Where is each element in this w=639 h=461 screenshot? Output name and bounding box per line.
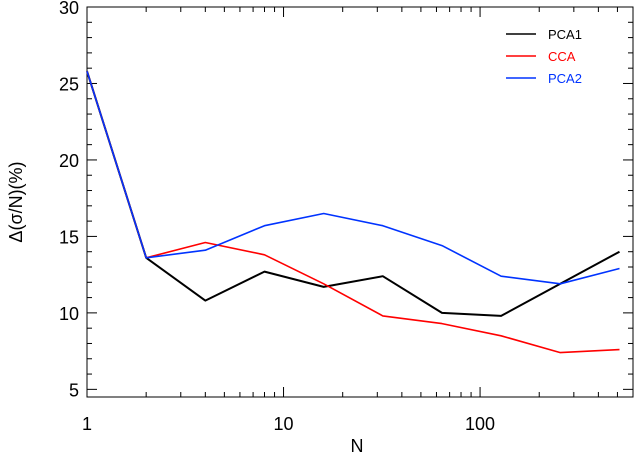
legend: PCA1 CCA PCA2: [506, 27, 582, 86]
x-axis-label: N: [351, 436, 364, 456]
legend-label: PCA1: [548, 27, 582, 42]
x-axis: 1 10 100: [82, 7, 634, 434]
y-tick-label: 5: [69, 380, 79, 400]
y-tick-label: 15: [59, 227, 79, 247]
series-line-pca2: [86, 70, 620, 285]
legend-label: PCA2: [548, 71, 582, 86]
y-axis-label: Δ(σ/N)(%): [6, 161, 26, 242]
x-tick-label: 1: [82, 414, 92, 434]
y-tick-label: 20: [59, 151, 79, 171]
legend-label: CCA: [548, 49, 576, 64]
x-tick-label: 10: [274, 414, 294, 434]
y-axis: 5 10 15 20 25 30: [59, 0, 633, 400]
y-tick-label: 10: [59, 304, 79, 324]
x-tick-label: 100: [465, 414, 495, 434]
series-line-cca: [86, 70, 620, 354]
y-tick-label: 30: [59, 0, 79, 18]
series-line-pca1: [86, 70, 620, 317]
plot-frame: [86, 6, 634, 398]
series-lines: [86, 70, 620, 354]
y-tick-label: 25: [59, 74, 79, 94]
